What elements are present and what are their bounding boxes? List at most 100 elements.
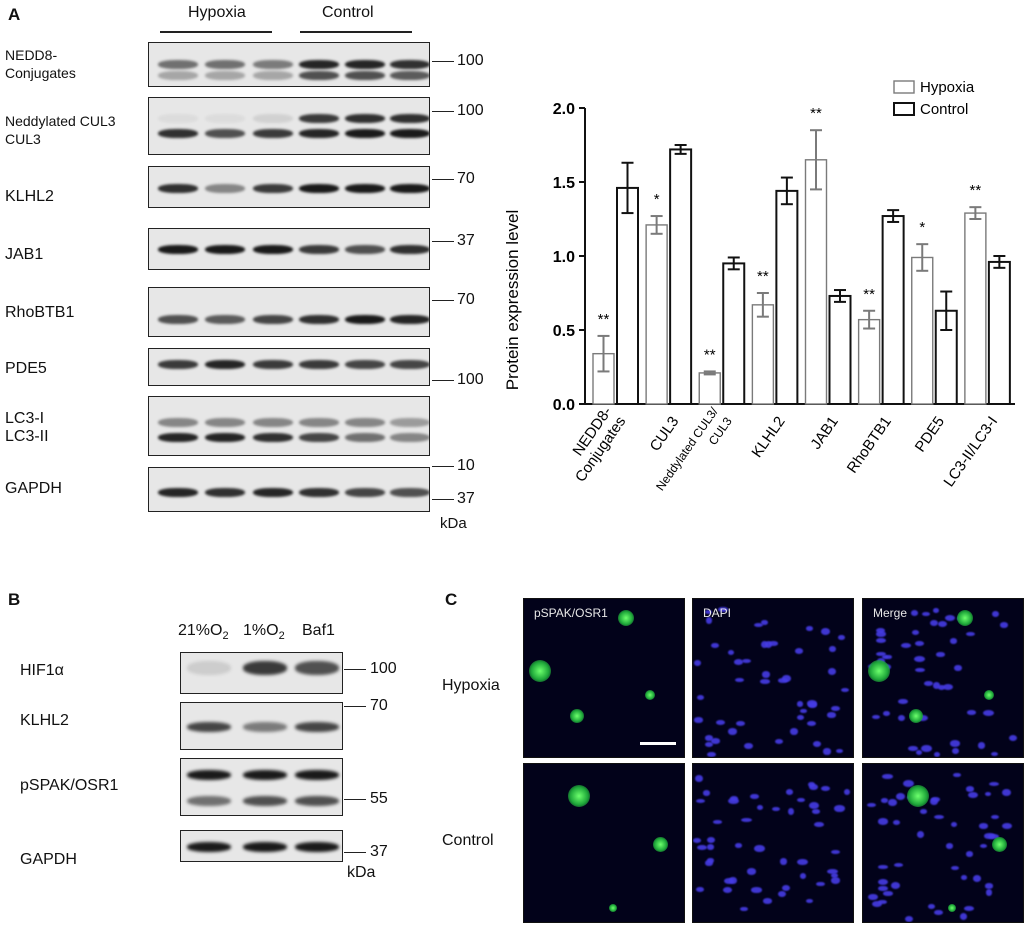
nucleus <box>800 873 807 879</box>
nucleus <box>782 675 791 683</box>
micrograph-hypoxia-2: Merge <box>862 598 1024 758</box>
bar-hypoxia-2 <box>698 372 721 405</box>
blot-b-label-2: pSPAK/OSR1 <box>20 777 119 794</box>
group-label-hypoxia: Hypoxia <box>188 4 246 21</box>
bar-control-5 <box>881 215 905 405</box>
nucleus <box>750 793 759 800</box>
nucleus <box>963 906 974 911</box>
x-tick-label-6: PDE5 <box>912 413 948 455</box>
band <box>299 183 339 193</box>
band <box>345 433 385 443</box>
x-tick-text: KLHL2 <box>749 413 789 460</box>
band <box>158 359 198 369</box>
band <box>390 129 429 139</box>
nucleus <box>797 797 806 803</box>
nucleus <box>694 717 703 723</box>
band <box>187 842 231 852</box>
band <box>187 770 231 781</box>
band <box>243 660 287 675</box>
nucleus <box>930 619 939 627</box>
kda-label-b: kDa <box>347 864 376 881</box>
panel-a-letter: A <box>8 5 21 24</box>
band <box>253 113 293 123</box>
blot-a-label-4: RhoBTB1 <box>5 304 75 321</box>
nucleus <box>878 899 887 905</box>
nucleus <box>821 628 830 635</box>
mw-label-b-2: 55 <box>370 790 388 807</box>
band <box>158 60 198 70</box>
x-tick-label-7: LC3-II/LC3-I <box>940 413 1001 490</box>
band <box>187 722 231 732</box>
band <box>390 113 429 123</box>
band <box>158 70 198 80</box>
significance-marker: ** <box>598 311 610 328</box>
mw-label-a-3: 37 <box>457 232 475 249</box>
band <box>243 722 287 732</box>
nucleus <box>706 837 715 844</box>
band <box>253 488 293 498</box>
nucleus <box>883 891 893 896</box>
nucleus <box>992 611 999 618</box>
nucleus <box>932 607 939 613</box>
mw-label-b-3: 37 <box>370 843 388 860</box>
nucleus <box>898 715 906 721</box>
pspak-positive-cell <box>652 836 668 852</box>
mw-label-a-0: 100 <box>457 52 484 69</box>
nucleus <box>835 748 843 753</box>
blot-b-label-0: HIF1α <box>20 662 64 679</box>
mw-tick <box>432 499 454 501</box>
band <box>295 842 339 852</box>
band <box>243 842 287 852</box>
nucleus <box>951 865 960 871</box>
nucleus <box>718 607 728 612</box>
micrograph-column-label-1: DAPI <box>703 606 732 620</box>
band <box>205 113 245 123</box>
band <box>253 70 293 80</box>
nucleus <box>751 887 762 893</box>
x-tick-text: RhoBTB1 <box>844 413 895 476</box>
band <box>205 244 245 254</box>
blot-a-label-2: KLHL2 <box>5 188 54 205</box>
nucleus <box>913 655 925 662</box>
nucleus <box>883 710 891 717</box>
nucleus <box>834 805 846 812</box>
nucleus <box>823 748 831 755</box>
x-tick-text: LC3-II/LC3-I <box>940 413 1001 490</box>
band <box>345 314 385 324</box>
nucleus <box>928 903 935 909</box>
micrograph-hypoxia-0: pSPAK/OSR1 <box>523 598 685 758</box>
band <box>253 433 293 443</box>
pspak-positive-cell <box>568 785 591 807</box>
nucleus <box>827 869 838 875</box>
micrograph-column-label-2: Merge <box>873 606 908 620</box>
y-tick-label: 0.0 <box>553 397 575 414</box>
significance-marker: ** <box>970 182 982 199</box>
nucleus <box>729 796 738 802</box>
band <box>295 660 339 675</box>
nucleus <box>764 641 772 649</box>
nucleus <box>877 878 888 885</box>
nucleus <box>771 806 780 812</box>
mw-label-a-6: 10 <box>457 457 475 474</box>
nucleus <box>800 708 807 714</box>
significance-marker: ** <box>863 286 875 303</box>
band <box>299 417 339 427</box>
panel-b-letter: B <box>8 590 21 609</box>
nucleus <box>875 630 887 637</box>
nucleus <box>888 799 897 806</box>
nucleus <box>740 817 752 822</box>
blot-a-label-6: LC3-I LC3-II <box>5 410 49 445</box>
chart-legend: Hypoxia Control <box>893 79 975 118</box>
nucleus <box>768 641 779 646</box>
band <box>253 417 293 427</box>
pspak-positive-cell <box>991 836 1007 852</box>
nucleus <box>999 622 1009 628</box>
nucleus <box>742 659 751 664</box>
band <box>295 795 339 806</box>
nucleus <box>983 710 994 717</box>
nucleus <box>695 886 704 893</box>
blot-a-4 <box>148 287 430 337</box>
nucleus <box>734 843 742 848</box>
nucleus <box>716 719 726 725</box>
band <box>243 795 287 806</box>
